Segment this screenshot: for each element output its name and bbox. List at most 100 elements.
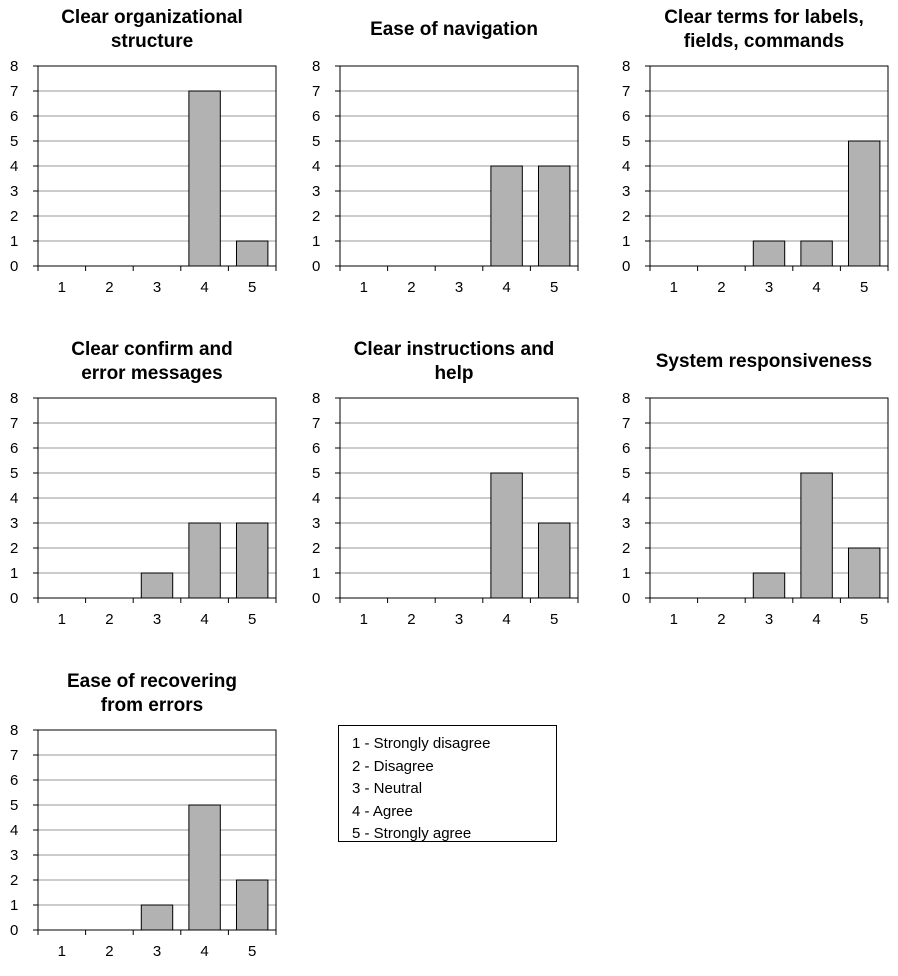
bar-chart-svg: 0 1 2 3 4 5 6 7 8 1 2 3 4 5 bbox=[10, 58, 277, 296]
y-tick-label: 3 bbox=[10, 847, 18, 864]
y-tick-label: 1 bbox=[10, 897, 18, 914]
y-tick-label: 4 bbox=[10, 490, 18, 507]
y-tick-label: 0 bbox=[622, 590, 630, 607]
chart-title: System responsiveness bbox=[655, 351, 873, 372]
y-tick-label: 4 bbox=[10, 158, 18, 175]
bar bbox=[235, 879, 269, 931]
x-tick-label: 2 bbox=[407, 611, 415, 628]
y-tick-label: 4 bbox=[10, 822, 18, 839]
y-tick-label: 2 bbox=[10, 540, 18, 557]
y-tick-label: 0 bbox=[312, 590, 320, 607]
x-tick-label: 1 bbox=[58, 279, 66, 296]
y-tick-label: 1 bbox=[622, 233, 630, 250]
y-tick-label: 5 bbox=[622, 133, 630, 150]
y-tick-label: 8 bbox=[10, 58, 18, 75]
chart-clear-terms: Clear terms for labels, fields, commands… bbox=[614, 2, 898, 312]
bar bbox=[847, 547, 881, 599]
bar bbox=[188, 804, 221, 931]
y-tick-label: 6 bbox=[10, 440, 18, 457]
bar-chart-svg: 0 1 2 3 4 5 6 7 8 1 2 3 4 5 bbox=[10, 722, 277, 960]
y-tick-label: 2 bbox=[312, 208, 320, 225]
y-tick-label: 3 bbox=[312, 183, 320, 200]
x-tick-label: 5 bbox=[248, 279, 256, 296]
bar bbox=[537, 165, 571, 267]
chart-ease-of-navigation: Ease of navigation 0 1 2 3 4 5 6 7 8 1 2 3 4 5 bbox=[304, 2, 604, 312]
x-tick-label: 2 bbox=[105, 279, 113, 296]
bar bbox=[235, 240, 269, 267]
x-tick-label: 4 bbox=[200, 611, 208, 628]
y-tick-label: 8 bbox=[10, 722, 18, 739]
y-tick-label: 6 bbox=[312, 440, 320, 457]
y-tick-label: 7 bbox=[10, 415, 18, 432]
chart-clear-instructions-help: Clear instructions and help 0 1 2 3 4 5 6 7 8 1 2 3… bbox=[304, 334, 604, 644]
x-tick-label: 5 bbox=[248, 611, 256, 628]
bar bbox=[752, 240, 786, 267]
y-tick-label: 0 bbox=[10, 590, 18, 607]
x-tick-label: 1 bbox=[58, 611, 66, 628]
x-tick-label: 4 bbox=[812, 611, 820, 628]
x-tick-label: 1 bbox=[58, 943, 66, 960]
y-tick-label: 2 bbox=[622, 208, 630, 225]
plot-frame bbox=[37, 65, 277, 267]
y-tick-label: 3 bbox=[10, 515, 18, 532]
x-tick-label: 5 bbox=[860, 279, 868, 296]
bar bbox=[847, 140, 881, 267]
y-tick-label: 5 bbox=[312, 465, 320, 482]
y-tick-label: 7 bbox=[10, 83, 18, 100]
y-tick-label: 8 bbox=[10, 390, 18, 407]
bar bbox=[537, 522, 571, 599]
y-tick-label: 5 bbox=[10, 465, 18, 482]
bar-chart-svg: 0 1 2 3 4 5 6 7 8 1 2 3 4 5 bbox=[312, 390, 579, 628]
y-tick-label: 1 bbox=[312, 565, 320, 582]
bar bbox=[188, 522, 221, 599]
y-tick-label: 4 bbox=[622, 158, 630, 175]
x-tick-label: 3 bbox=[153, 611, 161, 628]
x-tick-label: 4 bbox=[502, 611, 510, 628]
chart-title: Clear terms for labels, fields, commands bbox=[664, 7, 864, 52]
x-tick-label: 2 bbox=[717, 279, 725, 296]
x-tick-label: 3 bbox=[153, 943, 161, 960]
y-tick-label: 0 bbox=[622, 258, 630, 275]
chart-clear-confirm-error-messages: Clear confirm and error messages 0 1 2 3 4 5 6… bbox=[2, 334, 302, 644]
y-tick-label: 8 bbox=[312, 58, 320, 75]
bar bbox=[140, 904, 174, 931]
x-tick-label: 5 bbox=[860, 611, 868, 628]
y-tick-label: 8 bbox=[312, 390, 320, 407]
y-tick-label: 3 bbox=[10, 183, 18, 200]
x-tick-label: 4 bbox=[502, 279, 510, 296]
x-tick-label: 3 bbox=[455, 279, 463, 296]
x-tick-label: 3 bbox=[153, 279, 161, 296]
bar-chart-svg: 0 1 2 3 4 5 6 7 8 1 2 3 4 5 bbox=[622, 390, 889, 628]
chart-ease-of-recovering: Ease of recovering from errors 0 1 2 3 4 5 6 7 8… bbox=[2, 666, 302, 976]
x-tick-label: 3 bbox=[455, 611, 463, 628]
chart-title: Ease of recovering from errors bbox=[66, 671, 238, 716]
y-tick-label: 2 bbox=[312, 540, 320, 557]
y-tick-label: 2 bbox=[10, 872, 18, 889]
x-tick-label: 5 bbox=[248, 943, 256, 960]
plot-frame bbox=[339, 65, 579, 267]
x-tick-label: 2 bbox=[717, 611, 725, 628]
y-tick-label: 7 bbox=[312, 415, 320, 432]
x-tick-label: 2 bbox=[105, 943, 113, 960]
x-tick-label: 2 bbox=[105, 611, 113, 628]
chart-title: Ease of navigation bbox=[370, 19, 538, 40]
y-tick-label: 6 bbox=[10, 108, 18, 125]
x-tick-label: 5 bbox=[550, 611, 558, 628]
legend-item: 5 - Strongly agree bbox=[352, 825, 472, 842]
chart-title: Clear organizational structure bbox=[61, 7, 243, 52]
bar bbox=[800, 240, 833, 267]
y-tick-label: 3 bbox=[622, 515, 630, 532]
y-tick-label: 6 bbox=[622, 440, 630, 457]
y-tick-label: 6 bbox=[622, 108, 630, 125]
y-tick-label: 2 bbox=[622, 540, 630, 557]
chart-title: Clear confirm and error messages bbox=[71, 339, 233, 384]
y-tick-label: 4 bbox=[312, 158, 320, 175]
bar-chart-svg: 0 1 2 3 4 5 6 7 8 1 2 3 4 5 bbox=[10, 390, 277, 628]
y-tick-label: 6 bbox=[10, 772, 18, 789]
x-tick-label: 4 bbox=[200, 279, 208, 296]
x-tick-label: 3 bbox=[765, 279, 773, 296]
y-tick-label: 7 bbox=[622, 83, 630, 100]
x-tick-label: 3 bbox=[765, 611, 773, 628]
y-tick-label: 5 bbox=[312, 133, 320, 150]
bar-chart-svg: 0 1 2 3 4 5 6 7 8 1 2 3 4 5 bbox=[622, 58, 889, 296]
